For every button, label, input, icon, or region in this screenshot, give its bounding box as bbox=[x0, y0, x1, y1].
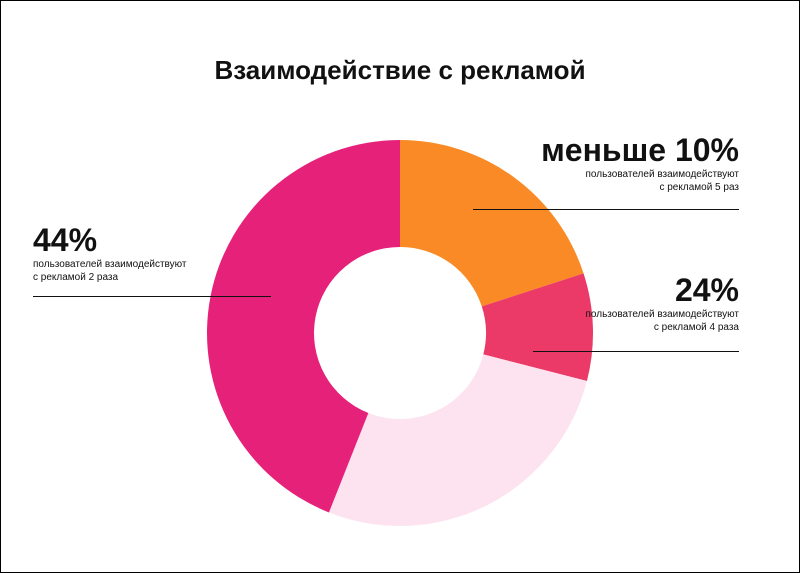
donut-slice-0 bbox=[400, 140, 584, 307]
slice-1-label: 24% bbox=[674, 272, 739, 308]
slice-3-label: 44% bbox=[33, 222, 98, 258]
slice-0-label: меньше 10% bbox=[541, 132, 739, 168]
slice-3-description-line-1: пользователей взаимодействуют bbox=[33, 259, 187, 270]
donut-slice-3 bbox=[207, 140, 400, 513]
donut-slice-2 bbox=[328, 354, 587, 526]
slice-3-description: пользователей взаимодействуют с рекламой… bbox=[33, 258, 187, 284]
slice-1-leader-line bbox=[533, 351, 739, 352]
callout-slice-3: 44% пользователей взаимодействуют с рекл… bbox=[33, 222, 187, 284]
slice-1-description-line-1: пользователей взаимодействуют bbox=[585, 309, 739, 320]
chart-title: Взаимодействие с рекламой bbox=[214, 55, 586, 85]
slice-1-description: пользователей взаимодействуют с рекламой… bbox=[585, 308, 739, 334]
donut-slice-1 bbox=[481, 273, 594, 381]
slice-0-description: пользователей взаимодействуют с рекламой… bbox=[541, 168, 739, 194]
slice-3-leader-line bbox=[33, 296, 271, 297]
slice-0-description-line-2: с рекламой 5 раз bbox=[659, 182, 739, 193]
slice-0-description-line-1: пользователей взаимодействуют bbox=[585, 169, 739, 180]
callout-slice-1: 24% пользователей взаимодействуют с рекл… bbox=[585, 272, 739, 334]
callout-slice-0: меньше 10% пользователей взаимодействуют… bbox=[541, 132, 739, 194]
slice-3-description-line-2: с рекламой 2 раза bbox=[33, 272, 119, 283]
slice-1-description-line-2: с рекламой 4 раза bbox=[653, 322, 739, 333]
slice-0-leader-line bbox=[473, 209, 739, 210]
